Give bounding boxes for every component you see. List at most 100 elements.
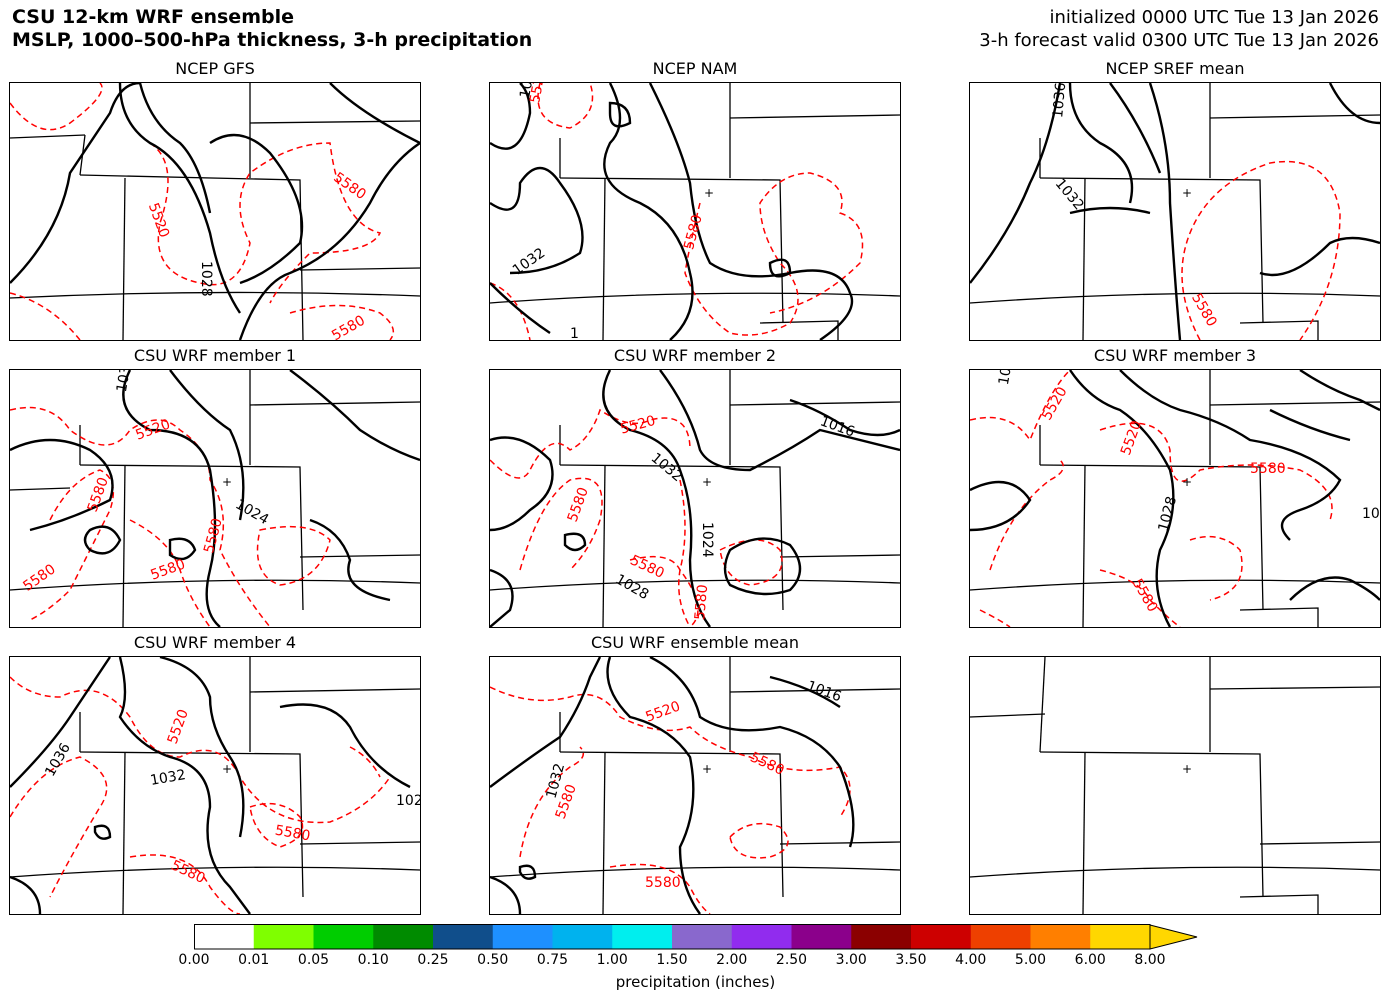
colorbar-label: precipitation (inches) <box>615 973 776 991</box>
contour-labels: 1028 5520 5580 5580 <box>145 170 369 340</box>
colorbar-tick-label: 0.75 <box>536 952 569 968</box>
colorbar-tick-label: 0.50 <box>477 952 509 968</box>
valid-time: 3-h forecast valid 0300 UTC Tue 13 Jan 2… <box>979 30 1379 51</box>
colorbar-cell <box>851 925 912 949</box>
colorbar-cell <box>970 925 1031 949</box>
thickness-contours <box>1181 160 1341 340</box>
panel-title-member2: CSU WRF member 2 <box>613 346 777 365</box>
thickness-label: 5580 <box>565 485 592 524</box>
thickness-label: 5580 <box>330 170 368 204</box>
map-blank: + <box>970 657 1380 914</box>
thickness-label: 5580 <box>85 475 112 514</box>
colorbar-tick-label: 2.50 <box>775 952 808 968</box>
map-panel-member1: 1024 103 5520 5580 5580 5580 5580 + <box>9 369 421 628</box>
colorbar-cell <box>194 925 255 949</box>
state-borders <box>490 370 900 627</box>
contour-labels: 1036 1032 102 5520 5580 5580 <box>42 707 420 887</box>
thickness-label: 5520 <box>145 201 172 240</box>
mslp-label: 1032 <box>648 450 686 485</box>
colorbar-tick-label: 1.00 <box>596 952 628 968</box>
mslp-label: 102 <box>396 793 420 809</box>
state-borders <box>10 657 420 914</box>
colorbar-cell <box>253 925 314 949</box>
mslp-label: 1028 <box>613 571 652 603</box>
mslp-label: 1024 <box>699 522 715 558</box>
colorbar-tick-label: 8.00 <box>1134 952 1166 968</box>
thickness-label: 5580 <box>1188 291 1220 330</box>
thickness-label: 5580 <box>20 561 58 595</box>
mslp-label: 1032 <box>1052 176 1087 214</box>
map-panel-nam: 1032 10 1 5580 5520 + <box>489 82 901 341</box>
colorbar-tick-label: 4.00 <box>955 952 987 968</box>
thickness-label: 5580 <box>645 875 681 891</box>
panel-title-nam: NCEP NAM <box>652 59 738 78</box>
map-sref: 1032 1036 5580 + <box>970 83 1380 340</box>
mslp-label: 103 <box>114 370 134 393</box>
station-marker: + <box>222 762 232 776</box>
mslp-contours <box>970 370 1380 627</box>
colorbar-cell <box>911 925 972 949</box>
panel-title-gfs: NCEP GFS <box>175 59 255 78</box>
state-borders <box>490 657 900 914</box>
map-panel-gfs: 1028 5520 5580 5580 <box>9 82 421 341</box>
colorbar-tick-label: 3.00 <box>835 952 867 968</box>
station-marker: + <box>1182 186 1192 200</box>
colorbar-tick-label: 2.00 <box>716 952 748 968</box>
station-marker: + <box>222 475 232 489</box>
colorbar-cell <box>612 925 673 949</box>
colorbar-tick-label: 3.50 <box>895 952 927 968</box>
state-borders <box>970 83 1380 340</box>
colorbar-outline <box>194 924 1151 950</box>
state-borders <box>10 83 420 340</box>
thickness-contours <box>490 83 864 340</box>
mslp-label: 10 <box>517 83 536 99</box>
mslp-contours <box>970 83 1380 340</box>
thickness-contours <box>10 676 391 914</box>
map-nam: 1032 10 1 5580 5520 + <box>490 83 900 340</box>
colorbar-tick-label: 5.00 <box>1014 952 1047 968</box>
mslp-contours <box>490 83 854 340</box>
map-member4: 1036 1032 102 5520 5580 5580 + <box>10 657 420 914</box>
map-member1: 1024 103 5520 5580 5580 5580 5580 + <box>10 370 420 627</box>
colorbar-tick-label: 0.10 <box>357 952 389 968</box>
thickness-label: 5520 <box>619 413 658 438</box>
panel-title-member4: CSU WRF member 4 <box>133 633 297 652</box>
station-marker: + <box>702 762 712 776</box>
thickness-label: 5580 <box>274 823 312 845</box>
forecast-times: initialized 0000 UTC Tue 13 Jan 2026 3-h… <box>979 6 1379 52</box>
thickness-label: 5580 <box>329 313 368 340</box>
panel-title-member1: CSU WRF member 1 <box>133 346 297 365</box>
mslp-label: 10 <box>996 370 1015 386</box>
title-line-1: CSU 12-km WRF ensemble <box>12 6 294 28</box>
colorbar-tick-label: 1.50 <box>656 952 688 968</box>
colorbar-tick-label: 0.25 <box>417 952 449 968</box>
station-marker: + <box>704 186 714 200</box>
panel-title-member3: CSU WRF member 3 <box>1093 346 1257 365</box>
thickness-label: 5580 <box>692 584 711 621</box>
mslp-label: 1024 <box>233 496 272 528</box>
station-marker: + <box>1182 475 1192 489</box>
thickness-label: 5580 <box>149 556 188 583</box>
colorbar-cell <box>552 925 613 949</box>
thickness-label: 5520 <box>644 698 683 725</box>
map-panel-sref: 1032 1036 5580 + <box>969 82 1381 341</box>
panel-title-sref: NCEP SREF mean <box>1105 59 1245 78</box>
mslp-label: 1016 <box>818 413 857 440</box>
map-panel-blank: + <box>969 656 1381 915</box>
thickness-contours <box>970 370 1333 627</box>
mslp-label: 1 <box>570 326 579 340</box>
station-marker: + <box>702 475 712 489</box>
map-panel-member4: 1036 1032 102 5520 5580 5580 + <box>9 656 421 915</box>
colorbar-tick-label: 0.00 <box>178 952 210 968</box>
state-borders <box>970 370 1380 627</box>
map-panel-ensemble-mean: 1016 1032 5520 5580 5580 5580 + <box>489 656 901 915</box>
colorbar-cells <box>194 925 1151 949</box>
thickness-label: 5520 <box>165 707 192 746</box>
mslp-label: 1016 <box>805 678 844 705</box>
mslp-contours <box>10 83 420 340</box>
colorbar-cell <box>1030 925 1091 949</box>
map-panel-member3: 1028 10 102 5520 5580 5580 5520 + <box>969 369 1381 628</box>
map-member3: 1028 10 102 5520 5580 5580 5520 + <box>970 370 1380 627</box>
mslp-contours <box>490 657 855 914</box>
mslp-label: 1032 <box>149 767 187 789</box>
